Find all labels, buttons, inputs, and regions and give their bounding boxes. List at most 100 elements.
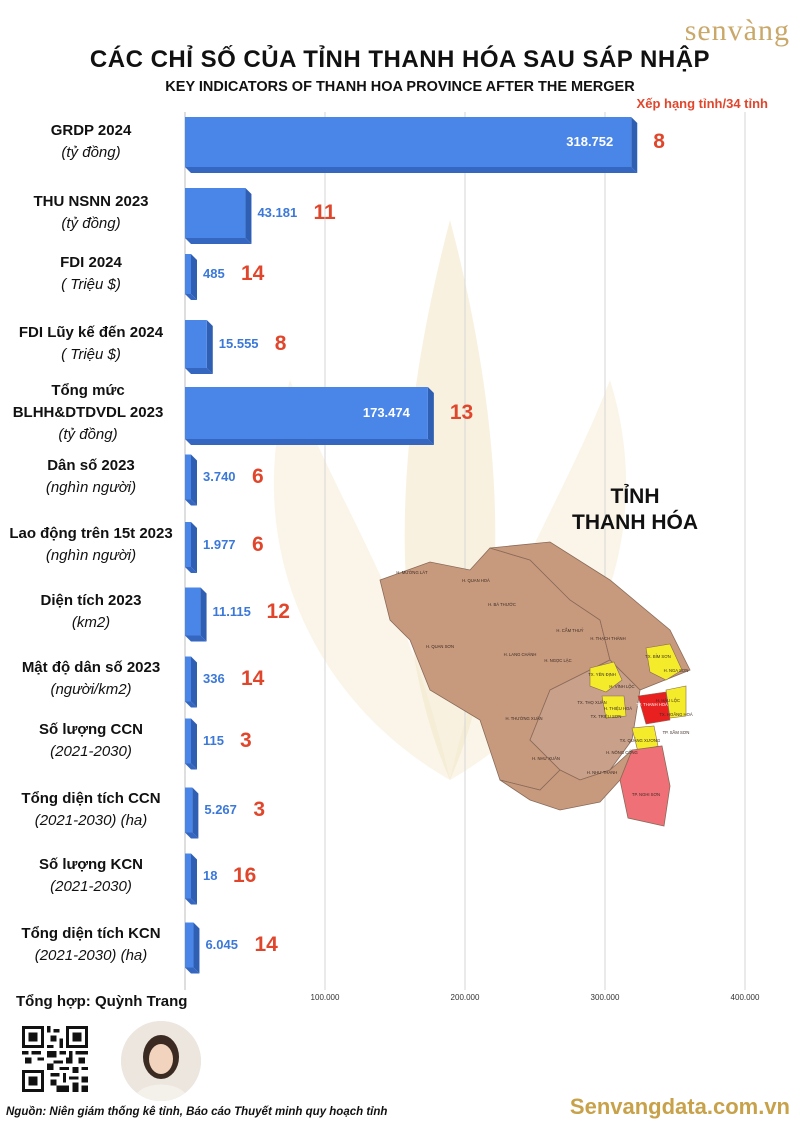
category-name: Lao động trên 15t 2023 bbox=[9, 524, 173, 542]
chart-bars bbox=[185, 117, 638, 974]
map-district-label: H. LANG CHÁNH bbox=[504, 652, 537, 657]
bar bbox=[185, 522, 191, 567]
bar-value-label: 318.752 bbox=[566, 134, 614, 149]
category-name: FDI 2024 bbox=[60, 254, 122, 271]
bar-side bbox=[200, 587, 207, 642]
map-district-label: H. QUAN HOÁ bbox=[462, 578, 490, 583]
bar-side bbox=[427, 387, 434, 445]
bar-value-label: 15.555 bbox=[218, 336, 259, 351]
bar-side bbox=[193, 922, 200, 974]
rank-label: 6 bbox=[252, 532, 264, 556]
bar-bottom bbox=[185, 763, 197, 770]
category-name: Tổng diện tích CCN bbox=[21, 790, 161, 807]
bar bbox=[185, 587, 201, 636]
bar bbox=[185, 656, 191, 702]
rank-label: 14 bbox=[254, 933, 278, 956]
x-tick-label: 300.000 bbox=[590, 993, 620, 1002]
rank-label: 14 bbox=[241, 262, 265, 285]
bar bbox=[185, 254, 191, 294]
compiled-by: Tổng hợp: Quỳnh Trang bbox=[16, 993, 188, 1010]
province-map: H. MƯỜNG LÁT H. QUAN HOÁ H. BÁ THƯỚC H. QUA… bbox=[379, 541, 693, 827]
category-unit: (nghìn người) bbox=[45, 479, 137, 496]
bar-bottom bbox=[185, 898, 197, 905]
bar-value-label: 1.977 bbox=[203, 536, 236, 552]
category-label: GRDP 2024 (tỷ đồng) bbox=[0, 120, 182, 164]
rank-label: 6 bbox=[252, 465, 264, 488]
bar-side bbox=[206, 320, 213, 374]
source-note: Nguồn: Niên giám thống kê tỉnh, Báo cáo … bbox=[6, 1106, 388, 1118]
bar bbox=[185, 320, 207, 368]
bar bbox=[185, 387, 428, 439]
bar-bottom bbox=[185, 832, 199, 839]
rank-label: 8 bbox=[274, 332, 287, 355]
bar-side bbox=[191, 454, 197, 506]
category-name: Số lượng CCN bbox=[38, 721, 144, 738]
bar-side bbox=[245, 188, 252, 244]
bar-bottom bbox=[185, 368, 213, 374]
map-district-label: H. CẨM THUỶ bbox=[556, 628, 583, 633]
category-name: Diện tích 2023 bbox=[40, 591, 142, 609]
map-title: TỈNH THANH HÓA bbox=[540, 484, 730, 536]
bar bbox=[185, 188, 246, 238]
bar-bottom bbox=[185, 238, 252, 244]
map-district-label: TX. THỌ XUÂN bbox=[577, 700, 606, 705]
rank-caption: Xếp hạng tỉnh/34 tỉnh bbox=[636, 96, 768, 111]
category-name: FDI Lũy kế đến 2024 bbox=[18, 324, 164, 341]
map-district-labels: H. MƯỜNG LÁT H. QUAN HOÁ H. BÁ THƯỚC H. QUA… bbox=[396, 570, 692, 797]
bar-value-label: 6.045 bbox=[205, 937, 238, 952]
map-regions bbox=[379, 541, 691, 827]
bar bbox=[185, 853, 191, 899]
map-district-label: H. QUAN SƠN bbox=[426, 644, 454, 649]
category-name: GRDP 2024 bbox=[50, 122, 132, 139]
bar bbox=[185, 117, 632, 167]
category-label: Số lượng CCN (2021-2030) bbox=[0, 719, 182, 763]
bar-value-label: 11.115 bbox=[212, 603, 251, 619]
rank-label: 12 bbox=[266, 599, 290, 623]
map-title-line2: THANH HÓA bbox=[572, 511, 698, 534]
map-region-southwest bbox=[499, 749, 633, 811]
category-unit: ( Triệu $) bbox=[61, 276, 121, 293]
map-title-line1: TỈNH bbox=[610, 485, 660, 508]
map-district-label: TP. NGHI SƠN bbox=[632, 792, 660, 797]
bar-bottom bbox=[185, 167, 638, 173]
map-district-label: H. NHƯ THANH bbox=[587, 770, 618, 775]
brand-logo: senvàng bbox=[684, 14, 790, 47]
rank-label: 3 bbox=[253, 798, 266, 821]
category-unit: (km2) bbox=[71, 613, 111, 631]
category-name: Tổng mức BLHH&DTDVDL 2023 bbox=[12, 382, 164, 421]
website-link[interactable]: Senvangdata.com.vn bbox=[569, 1094, 790, 1119]
map-region-yellow-4 bbox=[631, 725, 659, 753]
category-unit: (nghìn người) bbox=[45, 546, 137, 564]
category-unit: (người/km2) bbox=[50, 681, 132, 698]
map-region-yellow-2 bbox=[645, 643, 683, 681]
category-label: Tổng mức BLHH&DTDVDL 2023 (tỷ đồng) bbox=[0, 380, 176, 446]
category-name: Số lượng KCN bbox=[38, 856, 144, 873]
category-label: Dân số 2023 (nghìn người) bbox=[0, 455, 182, 499]
x-tick-label: 100.000 bbox=[310, 993, 340, 1002]
category-unit: (2021-2030) bbox=[50, 878, 132, 895]
category-unit: (2021-2030) bbox=[50, 743, 132, 760]
map-region-city bbox=[637, 691, 671, 725]
bar-bottom bbox=[185, 294, 197, 300]
bar-value-label: 5.267 bbox=[204, 802, 237, 817]
bar-value-label: 43.181 bbox=[257, 205, 298, 220]
bar-bottom bbox=[185, 701, 197, 708]
bar-bottom bbox=[185, 439, 434, 445]
qr-code-icon[interactable] bbox=[22, 1026, 88, 1092]
bar-side bbox=[191, 254, 197, 300]
category-name: THU NSNN 2023 bbox=[33, 193, 149, 210]
bar-bottom bbox=[185, 567, 197, 573]
bar bbox=[185, 922, 194, 968]
category-label: Mật độ dân số 2023 (người/km2) bbox=[0, 657, 182, 701]
category-unit: (tỷ đồng) bbox=[58, 426, 118, 443]
bar-side bbox=[191, 522, 197, 573]
category-name: Dân số 2023 bbox=[47, 457, 135, 474]
bar-value-label: 336 bbox=[203, 671, 225, 686]
bar-value-label: 115 bbox=[203, 733, 224, 748]
rank-label: 11 bbox=[313, 201, 336, 224]
bar-value-label: 3.740 bbox=[203, 469, 236, 484]
category-label: Số lượng KCN (2021-2030) bbox=[0, 854, 182, 898]
category-label: Lao động trên 15t 2023 (nghìn người) bbox=[0, 523, 182, 567]
